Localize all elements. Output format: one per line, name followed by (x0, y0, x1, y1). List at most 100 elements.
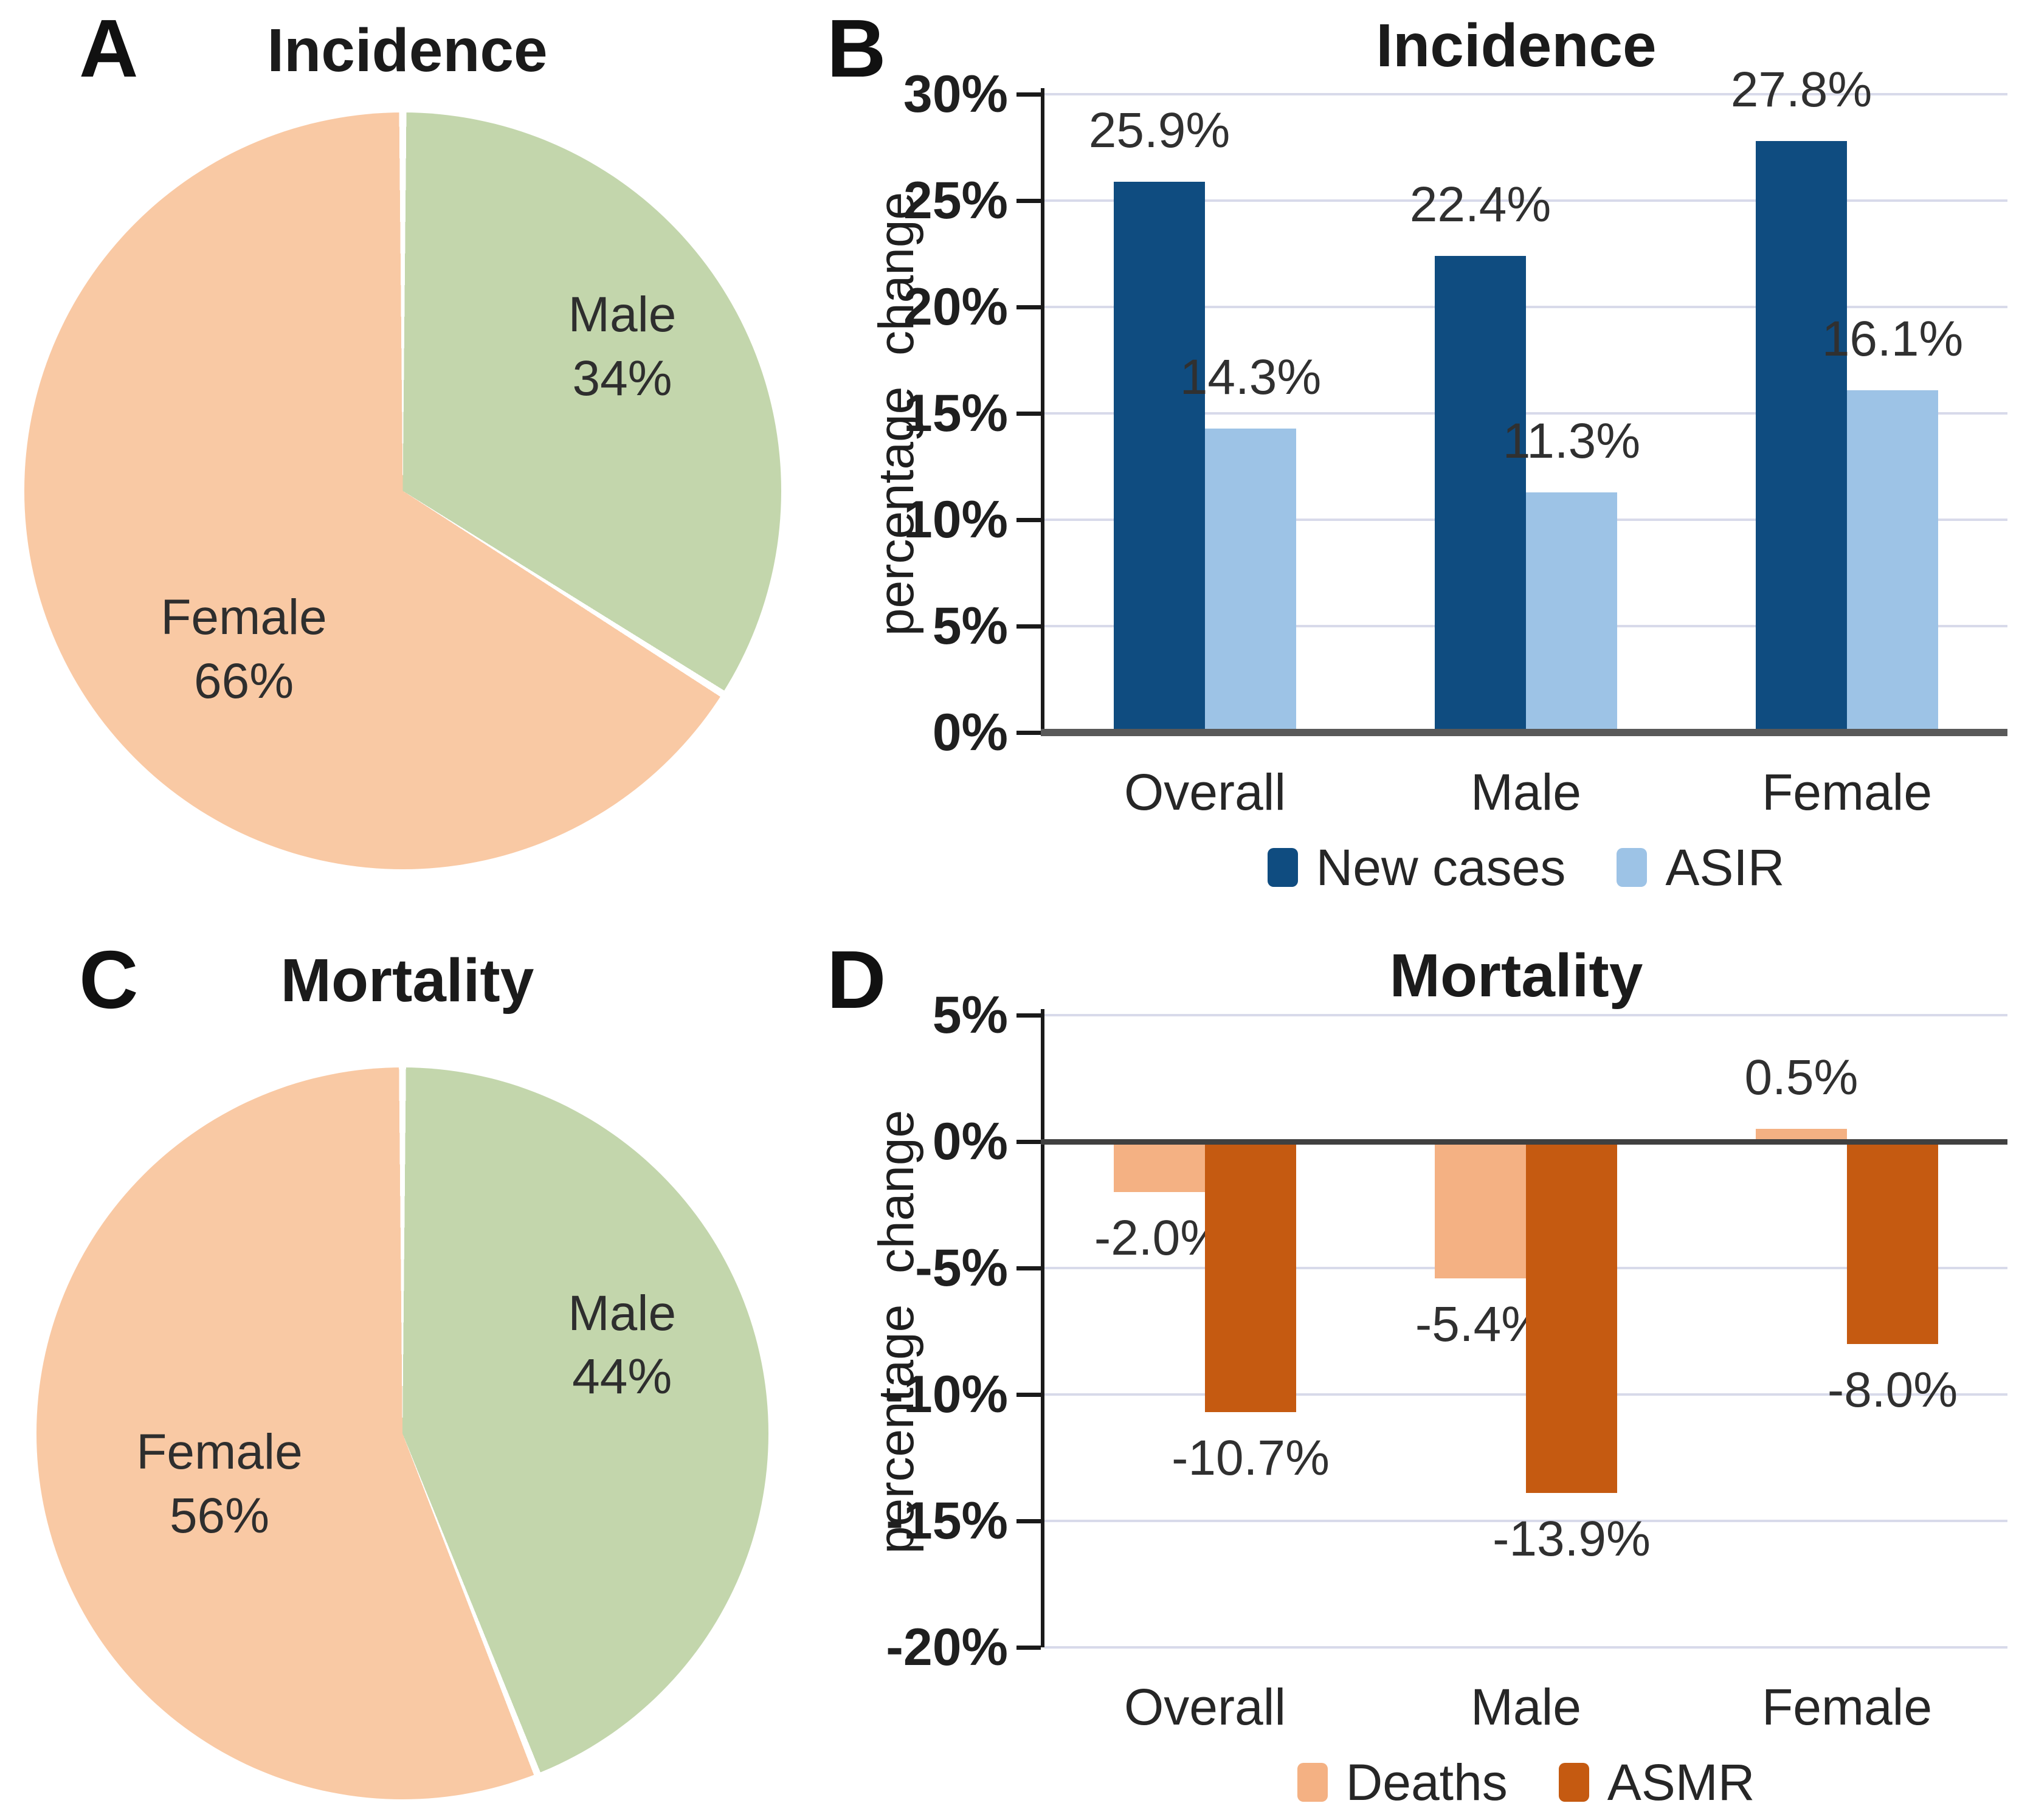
y-tick-label: -10% (886, 1365, 1008, 1424)
y-axis-tick-mark (1016, 731, 1041, 735)
y-axis-tick-mark (1016, 1140, 1041, 1144)
legend-label-asir: ASIR (1665, 839, 1785, 896)
grid-line (1044, 93, 2007, 95)
pie-slice-label-female: Female 66% (160, 586, 326, 714)
legend-marker-asir (1617, 848, 1648, 887)
y-axis-tick-mark (1016, 199, 1041, 203)
value-label-asmr-female: -8.0% (1827, 1362, 1958, 1418)
pie-slice-label-male: Male 44% (568, 1282, 676, 1410)
y-tick-label: -5% (915, 1239, 1008, 1297)
y-axis-line (1041, 1009, 1044, 1647)
mortality-bar-chart: 5% 0% -5% -10% -15% -20% -2.0% -10.7% Overall -5.… (886, 986, 2007, 1808)
bar-new-cases-female (1756, 141, 1847, 732)
grid-line (1044, 306, 2007, 308)
value-label-new-cases-male: 22.4% (1409, 177, 1551, 232)
y-tick-label: 5% (932, 597, 1008, 655)
category-label-male: Male (1470, 1678, 1582, 1736)
y-tick-label: 5% (932, 986, 1008, 1044)
legend-item-new-cases: New cases (1267, 839, 1566, 896)
y-tick-label: -20% (886, 1618, 1008, 1677)
incidence-pie-title: Incidence (267, 16, 548, 84)
value-label-new-cases-female: 27.8% (1730, 62, 1872, 117)
y-axis-line (1041, 88, 1044, 732)
value-label-asir-overall: 14.3% (1179, 349, 1322, 405)
value-label-asir-male: 11.3% (1502, 413, 1641, 469)
pie-mortality (36, 1067, 768, 1799)
pie-slice-name: Female (160, 589, 327, 645)
y-tick-label: 20% (903, 278, 1008, 336)
grid-line (1044, 1646, 2007, 1649)
value-label-asir-female: 16.1% (1821, 311, 1964, 367)
y-tick-label: 30% (903, 65, 1008, 123)
bar-asir-male (1526, 492, 1617, 732)
panel-label-a: A (79, 2, 139, 94)
value-label-deaths-male: -5.4% (1415, 1296, 1546, 1352)
y-tick-label: 25% (903, 171, 1008, 230)
category-label-female: Female (1761, 764, 1933, 821)
value-label-asmr-overall: -10.7% (1172, 1430, 1330, 1486)
panel-label-b: B (827, 2, 886, 94)
grid-line (1044, 199, 2007, 202)
panel-label-d: D (827, 934, 886, 1025)
bar-deaths-female (1756, 1129, 1847, 1142)
y-axis-tick-mark (1016, 92, 1041, 97)
mortality-pie-chart: Male 44% Female 56% (36, 1067, 768, 1799)
legend-item-asmr: ASMR (1558, 1757, 1755, 1808)
legend: New cases ASIR (1044, 842, 2007, 893)
panel-label-c: C (79, 934, 139, 1025)
grid-line (1044, 412, 2007, 415)
pie-incidence (24, 112, 781, 869)
legend-item-asir: ASIR (1617, 842, 1784, 893)
mortality-bar-title: Mortality (1389, 942, 1643, 1010)
category-label-overall: Overall (1123, 1678, 1286, 1736)
bar-new-cases-male (1435, 256, 1526, 732)
bar-deaths-overall (1114, 1142, 1205, 1193)
pie-slice-percent: 44% (572, 1349, 672, 1405)
y-axis-tick-mark (1016, 305, 1041, 309)
legend-item-deaths: Deaths (1297, 1757, 1508, 1808)
bar-deaths-male (1435, 1142, 1526, 1278)
y-axis-tick-mark (1016, 1013, 1041, 1018)
bar-asmr-male (1526, 1142, 1617, 1494)
value-label-asmr-male: -13.9% (1493, 1511, 1651, 1567)
y-axis-tick-mark (1016, 1393, 1041, 1397)
zero-axis-line (1041, 729, 2007, 736)
pie-slice-name: Male (568, 286, 677, 342)
bar-asmr-overall (1205, 1142, 1296, 1413)
y-axis-tick-mark (1016, 1266, 1041, 1270)
category-label-overall: Overall (1123, 764, 1286, 821)
bar-new-cases-overall (1114, 181, 1205, 732)
legend-label-deaths: Deaths (1345, 1754, 1508, 1811)
y-tick-label: 10% (903, 491, 1008, 549)
bar-asmr-female (1847, 1142, 1938, 1344)
grid-line (1044, 1014, 2007, 1016)
legend-label-new-cases: New cases (1316, 839, 1566, 896)
pie-slice-percent: 56% (169, 1488, 270, 1544)
y-axis-tick-mark (1016, 624, 1041, 629)
category-label-male: Male (1470, 764, 1582, 821)
bar-asir-overall (1205, 428, 1296, 732)
zero-axis-line (1041, 1139, 2007, 1145)
pie-slice-percent: 34% (572, 350, 672, 406)
pie-slice-name: Female (136, 1424, 303, 1480)
legend-marker-asmr (1558, 1763, 1589, 1802)
value-label-deaths-female: 0.5% (1744, 1050, 1859, 1106)
y-axis-tick-mark (1016, 518, 1041, 522)
pie-slice-name: Male (568, 1285, 677, 1341)
incidence-pie-chart: Male 34% Female 66% (24, 112, 781, 869)
legend: Deaths ASMR (1044, 1757, 2007, 1808)
y-axis-tick-mark (1016, 1646, 1041, 1650)
pie-slice-label-male: Male 34% (568, 283, 677, 411)
y-tick-label: 15% (903, 384, 1008, 443)
incidence-bar-title: Incidence (1376, 12, 1657, 80)
y-axis-tick-mark (1016, 1519, 1041, 1523)
pie-slice-percent: 66% (193, 653, 294, 709)
bar-asir-female (1847, 390, 1938, 732)
incidence-bar-chart: 30% 25% 20% 15% 10% 5% 0% 25.9% 14.3% Overall 22.4… (903, 62, 2007, 893)
legend-marker-deaths (1297, 1763, 1328, 1802)
y-axis-tick-mark (1016, 412, 1041, 416)
mortality-pie-title: Mortality (280, 946, 534, 1015)
category-label-female: Female (1761, 1678, 1933, 1736)
y-tick-label: 0% (932, 703, 1008, 762)
